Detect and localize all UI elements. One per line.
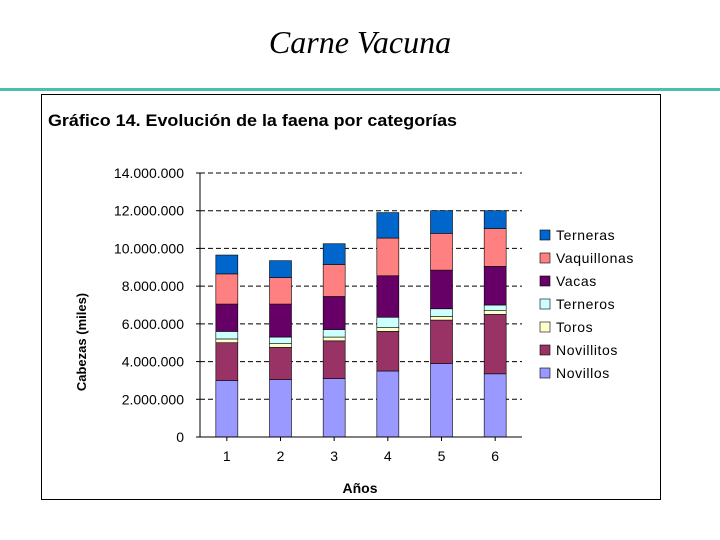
title-divider	[0, 88, 720, 91]
bar-segment	[215, 342, 239, 381]
legend: Terneras Vaquillonas Vacas Terneros Toros Nov…	[539, 227, 634, 381]
bar-segment	[215, 303, 239, 332]
legend-label: Novillos	[556, 365, 610, 381]
y-tick-label: 2.000.000	[122, 391, 184, 407]
bar-segment	[215, 254, 239, 275]
y-tick-label: 14.000.000	[114, 165, 184, 181]
bar-segment	[430, 269, 453, 310]
y-axis-label: Cabezas (miles)	[74, 293, 89, 391]
tick-labels: 0 2.000.000 4.000.000 6.000.000 8.000.000 10.…	[114, 165, 499, 464]
bar-segment	[483, 310, 507, 315]
bar-segment	[322, 336, 346, 342]
bar-chart: Gráfico 14. Evolución de la faena por ca…	[48, 111, 634, 496]
bar-segment	[269, 303, 292, 338]
y-tick-label: 4.000.000	[122, 354, 184, 370]
legend-label: Toros	[556, 319, 593, 335]
legend-swatch	[539, 344, 551, 356]
bar-segment	[322, 329, 346, 338]
x-tick-label: 4	[384, 448, 392, 464]
chart-title: Gráfico 14. Evolución de la faena por ca…	[48, 111, 457, 130]
legend-label: Terneros	[556, 296, 615, 312]
y-tick-label: 10.000.000	[114, 240, 184, 256]
x-tick-label: 3	[330, 448, 338, 464]
legend-label: Vacas	[556, 273, 597, 289]
bar-segment	[483, 314, 507, 375]
bar-segment	[269, 347, 292, 380]
legend-swatch	[539, 229, 551, 241]
bar-segment	[376, 212, 400, 239]
slide-title: Carne Vacuna	[268, 24, 452, 60]
legend-swatch	[539, 321, 551, 333]
bar-segment	[215, 273, 239, 305]
legend-swatch	[539, 252, 551, 264]
y-tick-label: 0	[176, 429, 184, 445]
bar-segment	[322, 243, 346, 265]
x-tick-label: 6	[491, 448, 499, 464]
y-tick-label: 8.000.000	[122, 278, 184, 294]
bar-segment	[215, 380, 239, 438]
bar-segment	[215, 331, 239, 340]
bar-segment	[430, 363, 453, 438]
bar-segment	[269, 379, 292, 438]
bar-segment	[376, 275, 400, 318]
bar-segment	[269, 336, 292, 344]
bar-segment	[483, 228, 507, 267]
legend-swatch	[539, 275, 551, 287]
legend-swatch	[539, 367, 551, 379]
axes	[196, 172, 522, 441]
legend-label: Terneras	[556, 227, 615, 243]
chart-frame: Gráfico 14. Evolución de la faena por ca…	[41, 94, 661, 500]
bar-segment	[322, 264, 346, 297]
bar-segment	[269, 277, 292, 305]
legend-label: Vaquillonas	[556, 250, 634, 266]
bar-segment	[322, 378, 346, 438]
bar-segment	[483, 304, 507, 311]
x-tick-label: 5	[438, 448, 446, 464]
bar-segment	[322, 296, 346, 330]
bar-segment	[430, 308, 453, 317]
x-axis-label: Años	[343, 480, 378, 496]
bar-segment	[483, 210, 507, 229]
bar-segment	[269, 260, 292, 278]
bar-segment	[376, 331, 400, 372]
bar-segment	[430, 319, 453, 364]
legend-swatch	[539, 298, 551, 310]
bars	[215, 210, 507, 438]
bar-segment	[376, 327, 400, 332]
y-tick-label: 6.000.000	[122, 316, 184, 332]
bar-segment	[483, 373, 507, 438]
bar-segment	[215, 338, 239, 344]
bar-segment	[430, 316, 453, 321]
grid-lines	[200, 172, 522, 400]
bar-segment	[430, 233, 453, 271]
y-tick-label: 12.000.000	[114, 203, 184, 219]
bar-segment	[430, 210, 453, 234]
x-tick-label: 1	[223, 448, 231, 464]
legend-label: Novillitos	[556, 342, 618, 358]
bar-segment	[322, 340, 346, 379]
bar-segment	[376, 370, 400, 438]
bar-segment	[376, 316, 400, 328]
bar-segment	[269, 343, 292, 348]
bar-segment	[376, 237, 400, 277]
x-tick-label: 2	[277, 448, 285, 464]
bar-segment	[483, 266, 507, 306]
